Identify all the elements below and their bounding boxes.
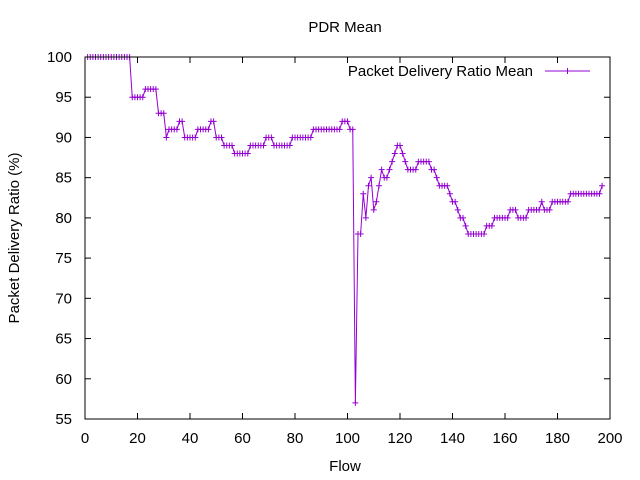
data-point-marker bbox=[460, 214, 466, 221]
x-tick-label: 120 bbox=[387, 430, 412, 447]
data-point-marker bbox=[260, 142, 267, 149]
data-point-marker bbox=[538, 198, 545, 205]
data-point-marker bbox=[360, 190, 367, 197]
y-tick-label: 85 bbox=[55, 170, 72, 187]
y-tick-label: 95 bbox=[55, 89, 72, 106]
data-point-marker bbox=[446, 190, 453, 197]
data-point-marker bbox=[565, 198, 571, 205]
data-point-marker bbox=[357, 230, 364, 237]
legend: Packet Delivery Ratio Mean bbox=[348, 63, 590, 80]
data-point-marker bbox=[402, 158, 409, 165]
data-point-marker bbox=[488, 222, 495, 229]
x-tick-label: 40 bbox=[182, 430, 199, 447]
x-tick-label: 80 bbox=[287, 430, 304, 447]
y-tick-label: 90 bbox=[55, 129, 72, 146]
data-point-marker bbox=[163, 134, 170, 141]
y-tick-label: 70 bbox=[55, 290, 72, 307]
data-point-marker bbox=[344, 118, 351, 125]
data-point-marker bbox=[523, 214, 529, 221]
data-point-marker bbox=[307, 134, 314, 141]
data-point-marker bbox=[433, 174, 440, 181]
y-tick-label: 80 bbox=[55, 210, 72, 227]
legend-entry-label: Packet Delivery Ratio Mean bbox=[348, 63, 533, 80]
data-point-marker bbox=[397, 142, 403, 149]
x-tick-label: 200 bbox=[597, 430, 622, 447]
data-point-marker bbox=[512, 206, 519, 213]
data-point-marker bbox=[152, 86, 159, 93]
x-tick-label: 160 bbox=[492, 430, 517, 447]
data-point-marker bbox=[386, 166, 393, 173]
x-tick-label: 0 bbox=[81, 430, 89, 447]
data-point-marker bbox=[399, 150, 406, 157]
plot-area bbox=[84, 54, 606, 406]
data-point-marker bbox=[391, 150, 398, 157]
y-tick-label: 55 bbox=[55, 411, 72, 428]
data-point-marker bbox=[173, 126, 180, 133]
data-point-marker bbox=[596, 190, 603, 197]
data-point-marker bbox=[229, 142, 235, 149]
axis-ticks: 0 20 40 60 80 100 120 140 160 180 200 55 60 65 70 75 80 8… bbox=[47, 49, 623, 447]
data-point-marker bbox=[504, 214, 511, 221]
data-point-marker bbox=[378, 166, 385, 173]
data-point-marker bbox=[452, 198, 459, 205]
data-point-marker bbox=[389, 158, 396, 165]
series-line bbox=[87, 56, 603, 403]
data-point-marker bbox=[462, 222, 469, 229]
data-point-marker bbox=[368, 174, 375, 181]
data-point-marker bbox=[370, 206, 377, 213]
data-point-marker bbox=[365, 182, 372, 189]
plot-frame bbox=[84, 56, 611, 420]
data-point-marker bbox=[425, 158, 432, 165]
data-point-marker bbox=[210, 118, 217, 125]
data-point-marker bbox=[546, 206, 553, 213]
data-point-marker bbox=[362, 214, 369, 221]
data-point-marker bbox=[286, 142, 293, 149]
legend-marker-sample bbox=[564, 68, 571, 74]
data-point-marker bbox=[352, 399, 359, 406]
data-point-marker bbox=[349, 126, 356, 133]
x-tick-label: 180 bbox=[545, 430, 570, 447]
x-tick-label: 20 bbox=[129, 430, 146, 447]
x-axis-label: Flow bbox=[329, 458, 361, 475]
data-point-marker bbox=[244, 150, 251, 157]
x-tick-label: 140 bbox=[440, 430, 465, 447]
data-point-marker bbox=[205, 126, 212, 133]
data-point-marker bbox=[454, 206, 461, 213]
y-tick-label: 75 bbox=[55, 250, 72, 267]
data-point-marker bbox=[444, 182, 451, 189]
chart-title: PDR Mean bbox=[308, 19, 381, 36]
data-point-marker bbox=[192, 134, 199, 141]
data-point-marker bbox=[218, 134, 225, 141]
data-point-marker bbox=[376, 182, 382, 189]
data-point-marker bbox=[599, 182, 606, 189]
y-tick-label: 65 bbox=[55, 331, 72, 348]
y-tick-label: 100 bbox=[47, 49, 72, 66]
data-point-marker bbox=[481, 230, 487, 237]
data-point-marker bbox=[179, 118, 186, 125]
y-tick-label: 60 bbox=[55, 371, 72, 388]
data-point-marker bbox=[536, 206, 543, 213]
x-tick-label: 60 bbox=[234, 430, 251, 447]
x-tick-label: 100 bbox=[335, 430, 360, 447]
data-point-marker bbox=[139, 94, 146, 101]
data-point-marker bbox=[160, 110, 167, 117]
data-point-marker bbox=[373, 198, 380, 205]
data-point-marker bbox=[383, 174, 390, 181]
data-point-marker bbox=[336, 126, 343, 133]
y-axis-label: Packet Delivery Ratio (%) bbox=[6, 153, 23, 324]
data-point-marker bbox=[412, 166, 419, 173]
data-point-marker bbox=[431, 166, 438, 173]
data-point-marker bbox=[268, 134, 275, 141]
